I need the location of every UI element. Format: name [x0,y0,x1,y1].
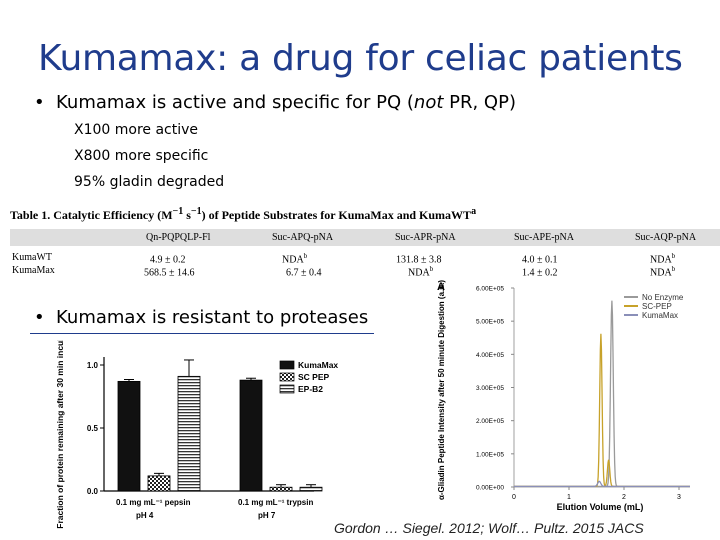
line-legend-label: SC-PEP [642,302,672,311]
line-series-sc-pep [514,333,690,487]
bar-legend-label: EP-B2 [298,384,323,394]
table-cell: NDAb [650,265,676,279]
bar-chart-ylabel: Fraction of protein remaining after 30 m… [55,340,65,529]
bullet-activity-post: PR, QP) [443,92,516,113]
bar-legend-swatch [279,360,295,370]
line-y-tick-label: 0.00E+00 [476,485,504,492]
bullet-resistance: • Kumamax is resistant to proteases [34,307,368,328]
bar-legend-label: SC PEP [298,372,330,382]
table-row: KumaWT 4.9 ± 0.2 NDAb 131.8 ± 3.8 4.0 ± … [10,252,720,266]
line-y-tick-label: 2.00E+05 [476,418,504,425]
line-chart-ylabel: α-Gliadin Peptide Intensity after 50 min… [437,280,446,500]
table-cell: NDAb [408,265,434,279]
table-header-row: Qn-PQPQLP-Fl Suc-APQ-pNA Suc-APR-pNA Suc… [10,229,720,246]
table-header-cell: Suc-AQP-pNA [635,232,697,243]
table-header-cell: Suc-APQ-pNA [272,232,334,243]
bullet-dot: • [34,92,45,113]
line-chart-xlabel: Elution Volume (mL) [557,502,644,512]
sub-item-specific: X800 more specific [74,148,209,164]
line-y-tick-label: 4.00E+05 [476,352,504,359]
line-y-tick-label: 1.00E+05 [476,451,504,458]
bar-group-label: pH 4 [136,511,154,520]
bar-category-label: 0.1 mg mL⁻¹ pepsin [116,498,191,507]
bar-y-tick-label: 1.0 [87,361,99,370]
bar-legend-swatch [279,372,295,382]
table-row: KumaMax 568.5 ± 14.6 6.7 ± 0.4 NDAb 1.4 … [10,265,720,279]
bar-sc-pep [269,486,293,492]
table-row-label: KumaWT [12,252,52,263]
bar-ep-b2 [299,486,323,492]
line-series-kumamax [514,480,690,487]
table-cell: 6.7 ± 0.4 [286,267,322,279]
line-x-tick-label: 1 [567,494,571,501]
table-cell: NDAb [650,252,676,266]
bullet-activity: • Kumamax is active and specific for PQ (… [34,92,516,113]
bar-sc-pep [147,475,171,492]
table-header-cell: Qn-PQPQLP-Fl [146,232,211,243]
table-cell: 568.5 ± 14.6 [144,267,195,279]
line-legend-label: No Enzyme [642,293,684,302]
line-x-tick-label: 2 [622,494,626,501]
bar-ep-b2 [177,375,201,492]
table-cell: 1.4 ± 0.2 [522,267,558,279]
bar-y-tick-label: 0.5 [87,424,99,433]
bar-y-tick-label: 0.0 [87,487,99,496]
table-caption: Table 1. Catalytic Efficiency (M−1 s−1) … [10,206,477,222]
bullet-dot: • [34,307,45,328]
line-y-tick-label: 3.00E+05 [476,385,504,392]
table-cell: NDAb [282,252,308,266]
table-row-label: KumaMax [12,265,55,276]
bar-group-label: pH 7 [258,511,276,520]
elution-line-chart: A α-Gliadin Peptide Intensity after 50 m… [437,280,690,512]
bar-legend-swatch [279,384,295,394]
efficiency-table: Qn-PQPQLP-Fl Suc-APQ-pNA Suc-APR-pNA Suc… [10,229,720,279]
line-legend-label: KumaMax [642,311,678,320]
table-cell: 4.9 ± 0.2 [150,254,186,266]
table-header-cell: Suc-APE-pNA [514,232,574,243]
line-y-tick-label: 6.00E+05 [476,286,504,293]
table-cell: 4.0 ± 0.1 [522,254,558,266]
bar-kumamax [239,379,263,492]
bar-legend-label: KumaMax [298,360,338,370]
bar-kumamax [117,380,141,492]
protease-bar-chart: 0.0 0.5 1.0 0.1 mg mL⁻¹ pepsin pH 4 0.1 mg m… [55,340,338,529]
table-header-cell: Suc-APR-pNA [395,232,456,243]
bullet-activity-pre: Kumamax is active and specific for PQ ( [56,92,414,113]
bullet-resistance-text: Kumamax is resistant to proteases [56,307,369,328]
bullet-underline [30,333,374,334]
line-x-tick-label: 0 [512,494,516,501]
citation: Gordon … Siegel. 2012; Wolf… Pultz. 2015… [334,520,644,536]
slide-title: Kumamax: a drug for celiac patients [38,38,683,79]
panel-label: A [437,281,445,293]
bar-category-label: 0.1 mg mL⁻¹ trypsin [238,498,313,507]
sub-item-degraded: 95% gladin degraded [74,174,225,190]
sub-item-active: X100 more active [74,122,199,138]
line-x-tick-label: 3 [677,494,681,501]
line-y-tick-label: 5.00E+05 [476,319,504,326]
bullet-activity-emphasis: not [413,92,444,113]
table-cell: 131.8 ± 3.8 [396,254,442,266]
